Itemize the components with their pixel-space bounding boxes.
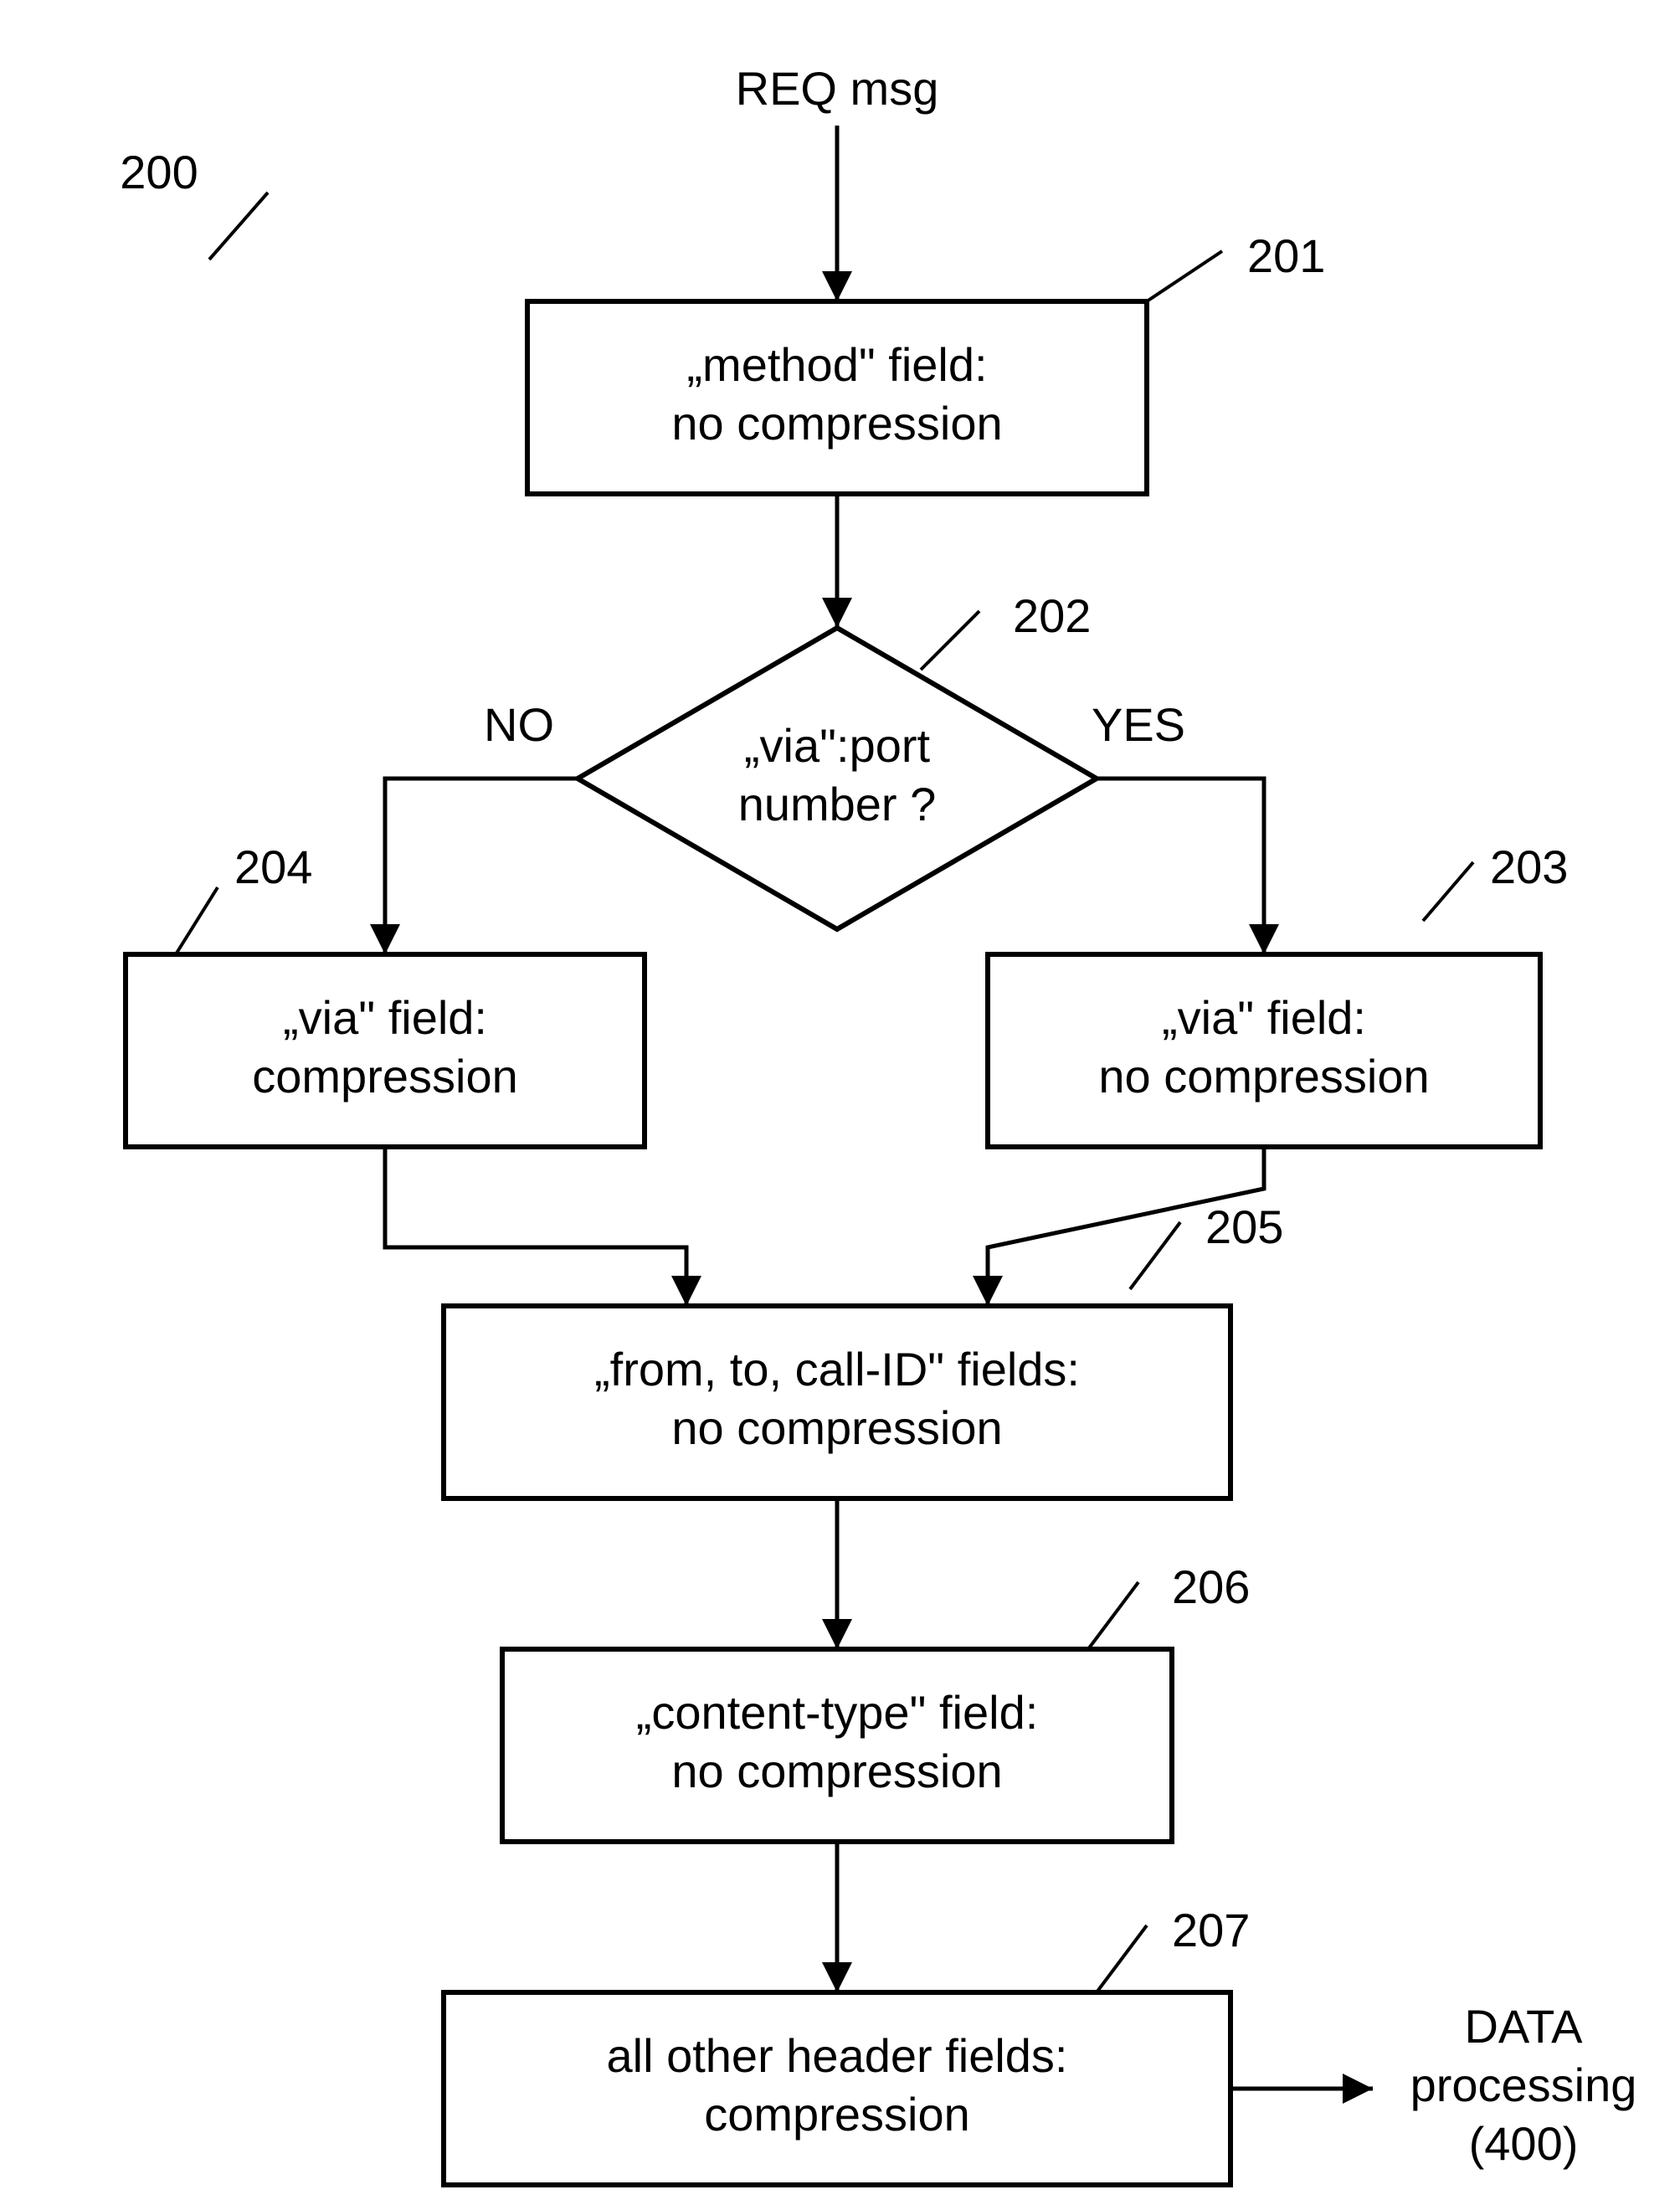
node-n201-text: no compression bbox=[671, 397, 1002, 450]
node-n207-text: all other header fields: bbox=[606, 2029, 1067, 2082]
exit-label: DATA bbox=[1464, 2000, 1583, 2053]
ref-n203: 203 bbox=[1490, 840, 1568, 893]
ref-n204: 204 bbox=[234, 840, 312, 893]
callout-line bbox=[1423, 862, 1473, 921]
exit-label: (400) bbox=[1469, 2117, 1579, 2170]
decision-yes-label: YES bbox=[1092, 698, 1185, 751]
arrowhead bbox=[671, 1276, 701, 1306]
callout-line bbox=[176, 887, 218, 954]
node-n205-text: „from, to, call-ID" fields: bbox=[594, 1343, 1080, 1395]
decision-no-label: NO bbox=[484, 698, 554, 751]
ref-n201: 201 bbox=[1247, 229, 1325, 282]
arrowhead bbox=[822, 1962, 852, 1992]
edge-n202-n203 bbox=[1097, 779, 1264, 954]
node-n202-text: number ? bbox=[738, 778, 937, 830]
exit-label: processing bbox=[1410, 2059, 1637, 2111]
callout-line bbox=[1130, 1222, 1180, 1289]
node-n201-text: „method" field: bbox=[686, 338, 987, 391]
callout-line bbox=[1147, 251, 1222, 301]
ref-n202: 202 bbox=[1013, 589, 1091, 642]
arrowhead bbox=[822, 598, 852, 628]
node-n202-text: „via":port bbox=[744, 719, 931, 772]
node-n206-text: „content-type" field: bbox=[636, 1686, 1039, 1739]
arrowhead bbox=[370, 924, 400, 954]
node-n203-text: no compression bbox=[1098, 1050, 1429, 1102]
ref-n205: 205 bbox=[1205, 1200, 1283, 1253]
arrowhead bbox=[822, 271, 852, 301]
node-n207-text: compression bbox=[704, 2088, 969, 2141]
arrowhead bbox=[973, 1276, 1003, 1306]
node-n204-text: compression bbox=[252, 1050, 517, 1102]
edge-n204-n205 bbox=[385, 1147, 686, 1306]
node-n206-text: no compression bbox=[671, 1745, 1002, 1797]
arrowhead bbox=[822, 1619, 852, 1649]
node-n204-text: „via" field: bbox=[283, 991, 487, 1044]
arrowhead bbox=[1343, 2074, 1373, 2104]
figure-ref-200: 200 bbox=[120, 146, 198, 198]
ref-n207: 207 bbox=[1172, 1904, 1250, 1956]
start-label: REQ msg bbox=[736, 62, 939, 115]
arrowhead bbox=[1249, 924, 1279, 954]
callout-line bbox=[1097, 1925, 1147, 1992]
node-n203-text: „via" field: bbox=[1162, 991, 1366, 1044]
ref-n206: 206 bbox=[1172, 1560, 1250, 1613]
node-n205-text: no compression bbox=[671, 1401, 1002, 1454]
callout-line bbox=[209, 193, 268, 260]
callout-line bbox=[1088, 1582, 1138, 1649]
edge-n202-n204 bbox=[385, 779, 578, 954]
callout-line bbox=[921, 611, 979, 670]
